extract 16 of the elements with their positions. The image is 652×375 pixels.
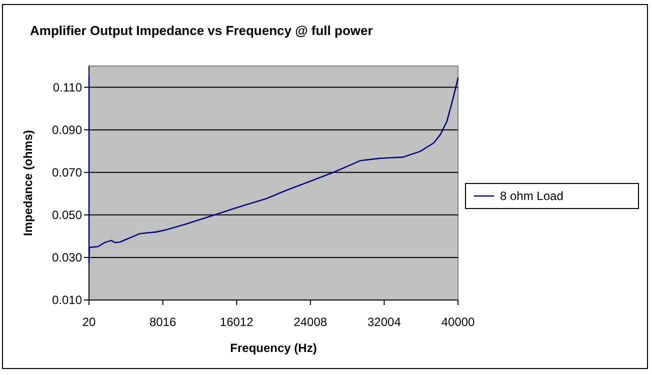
y-tick-label: 0.010 <box>52 293 82 308</box>
y-tick-label: 0.030 <box>52 250 82 265</box>
x-tick-label: 20 <box>82 315 96 329</box>
chart-title: Amplifier Output Impedance vs Frequency @ full power <box>30 23 373 38</box>
y-tick-label: 0.050 <box>52 208 82 222</box>
legend-label: 8 ohm Load <box>500 189 564 204</box>
x-tick-label: 24008 <box>294 315 328 329</box>
x-tick-label: 16012 <box>220 315 254 329</box>
y-axis-title: Impedance (ohms) <box>21 130 35 236</box>
x-axis-title: Frequency (Hz) <box>230 341 317 355</box>
y-tick-label: 0.110 <box>52 80 82 94</box>
y-tick-label: 0.070 <box>52 166 82 180</box>
x-tick-label: 8016 <box>149 315 176 329</box>
y-tick-label: 0.090 <box>52 123 82 138</box>
x-tick-label: 32004 <box>368 315 402 329</box>
x-tick-label: 40000 <box>441 315 476 329</box>
